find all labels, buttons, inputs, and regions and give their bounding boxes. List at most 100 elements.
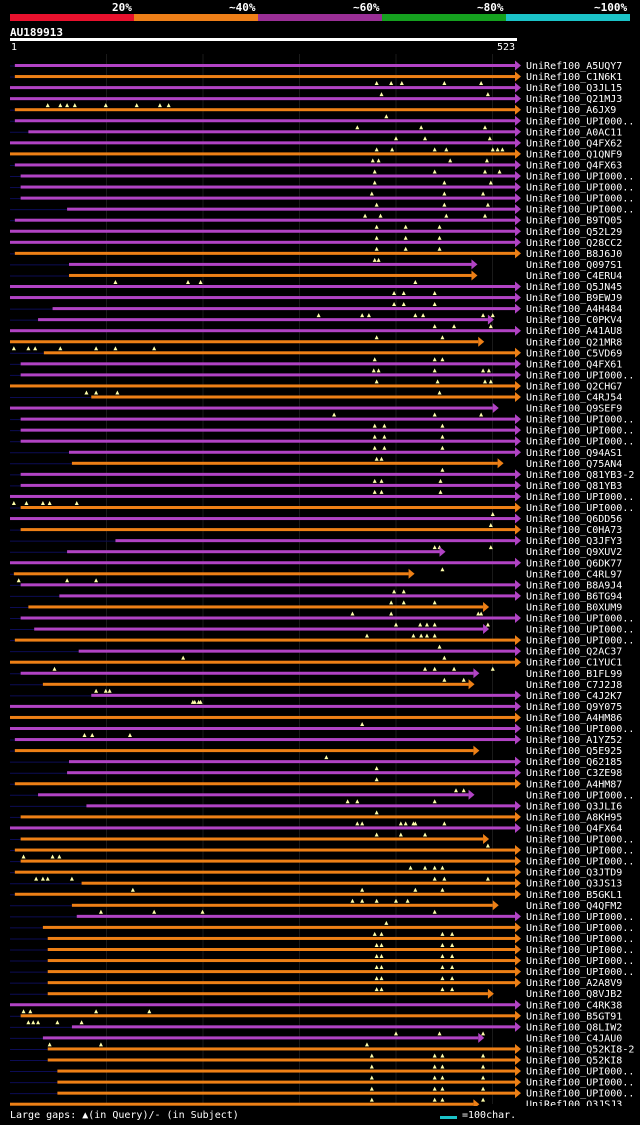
query-gap-marker: [374, 224, 379, 229]
hit-arrow: [515, 347, 521, 358]
query-gap-marker: [413, 887, 418, 892]
query-gap-marker: [442, 876, 447, 881]
query-gap-marker: [442, 655, 447, 660]
hit-label: UniRef100_C0PKV4: [526, 315, 622, 326]
hit-arrow: [515, 579, 521, 590]
query-gap-marker: [65, 103, 70, 108]
query-gap-marker: [181, 655, 186, 660]
hit-label: UniRef100_UPI000..: [526, 636, 634, 647]
query-gap-marker: [98, 1042, 103, 1047]
hit-label: UniRef100_UPI000..: [526, 183, 634, 194]
query-gap-marker: [36, 1020, 41, 1025]
query-gap-marker: [424, 633, 429, 638]
hit-bar: [57, 1069, 516, 1073]
hit-label: UniRef100_Q6DK77: [526, 558, 622, 569]
query-gap-marker: [488, 545, 493, 550]
query-gap-marker: [438, 478, 443, 483]
query-gap-marker: [26, 1020, 31, 1025]
hit-label: UniRef100_UPI000..: [526, 945, 634, 956]
query-gap-marker: [82, 733, 87, 737]
query-gap-marker: [79, 1020, 84, 1025]
legend-gaps: Large gaps: ▲(in Query)/- (in Subject): [10, 1110, 239, 1121]
hit-bar: [20, 1014, 516, 1018]
hit-bar: [13, 572, 409, 576]
hit-label: UniRef100_UPI000..: [526, 790, 634, 801]
hit-arrow: [515, 193, 521, 204]
hit-bar: [67, 207, 515, 211]
query-gap-marker: [481, 1075, 486, 1080]
hit-bar: [47, 981, 515, 985]
query-gap-marker: [94, 1009, 99, 1014]
query-gap-marker: [408, 865, 413, 870]
query-gap-marker: [379, 478, 384, 483]
hit-label: UniRef100_Q2AC37: [526, 647, 622, 658]
hit-arrow: [515, 115, 521, 126]
query-gap-marker: [432, 302, 437, 307]
query-gap-marker: [440, 954, 445, 958]
hit-bar: [10, 329, 515, 333]
hit-arrow: [515, 126, 521, 137]
query-gap-marker: [440, 335, 445, 340]
hit-label: UniRef100_UPI000..: [526, 967, 634, 978]
query-gap-marker: [411, 633, 416, 638]
hit-arrow: [515, 148, 521, 159]
query-gap-marker: [200, 909, 205, 914]
hit-label: UniRef100_Q81YB3: [526, 481, 622, 492]
hit-label: UniRef100_Q28CC2: [526, 238, 622, 249]
hit-arrow: [515, 1055, 521, 1065]
query-gap-marker: [479, 611, 484, 616]
hit-bar: [14, 738, 516, 742]
hit-arrow: [515, 1088, 521, 1099]
query-gap-marker: [382, 423, 387, 428]
query-gap-marker: [198, 699, 203, 704]
query-gap-marker: [21, 854, 26, 859]
hit-bar: [47, 970, 515, 974]
query-gap-marker: [376, 158, 381, 163]
hit-bar: [38, 793, 469, 797]
hit-bar: [28, 130, 515, 134]
query-gap-marker: [450, 987, 455, 992]
hit-bar: [10, 97, 515, 101]
query-gap-marker: [440, 931, 445, 936]
query-gap-marker: [448, 158, 453, 163]
hit-label: UniRef100_UPI000..: [526, 492, 634, 503]
hit-label: UniRef100_B5GKL1: [526, 890, 622, 901]
query-gap-marker: [450, 931, 455, 936]
query-gap-marker: [450, 942, 455, 947]
hit-label: UniRef100_Q3JFY3: [526, 536, 622, 547]
hit-arrow: [515, 358, 521, 369]
query-gap-marker: [94, 688, 99, 693]
query-gap-marker: [355, 821, 360, 826]
hit-bar: [20, 506, 516, 509]
hit-bar: [20, 616, 516, 620]
query-gap-marker: [432, 291, 437, 295]
query-gap-marker: [437, 224, 442, 229]
query-gap-marker: [28, 1009, 33, 1014]
hit-label: UniRef100_Q4FX63: [526, 160, 622, 171]
hit-arrow: [515, 82, 521, 93]
hit-arrow: [515, 292, 521, 303]
hit-label: UniRef100_C0HA73: [526, 525, 622, 536]
hit-bar: [47, 992, 488, 996]
query-gap-marker: [382, 445, 387, 450]
hit-bar: [47, 948, 515, 951]
query-gap-marker: [432, 1053, 437, 1058]
query-gap-marker: [379, 965, 384, 970]
hit-arrow: [487, 314, 494, 325]
hit-arrow: [515, 867, 521, 878]
hit-arrow: [515, 171, 521, 181]
hit-bar: [20, 528, 516, 532]
hit-label: UniRef100_A8KH95: [526, 812, 622, 823]
query-gap-marker: [369, 1075, 374, 1080]
hit-bar: [10, 1003, 515, 1007]
hit-label: UniRef100_B9EWJ9: [526, 293, 622, 304]
hit-label: UniRef100_Q4QFM2: [526, 901, 622, 912]
hit-label: UniRef100_Q81YB3-2: [526, 470, 634, 481]
hit-bar: [20, 483, 516, 487]
query-gap-marker: [437, 644, 442, 649]
identity-key-label-2: ~40%: [229, 1, 256, 14]
query-gap-marker: [479, 412, 484, 417]
hit-bar: [69, 262, 472, 266]
hit-arrow: [515, 756, 521, 767]
query-gap-marker: [488, 180, 493, 185]
